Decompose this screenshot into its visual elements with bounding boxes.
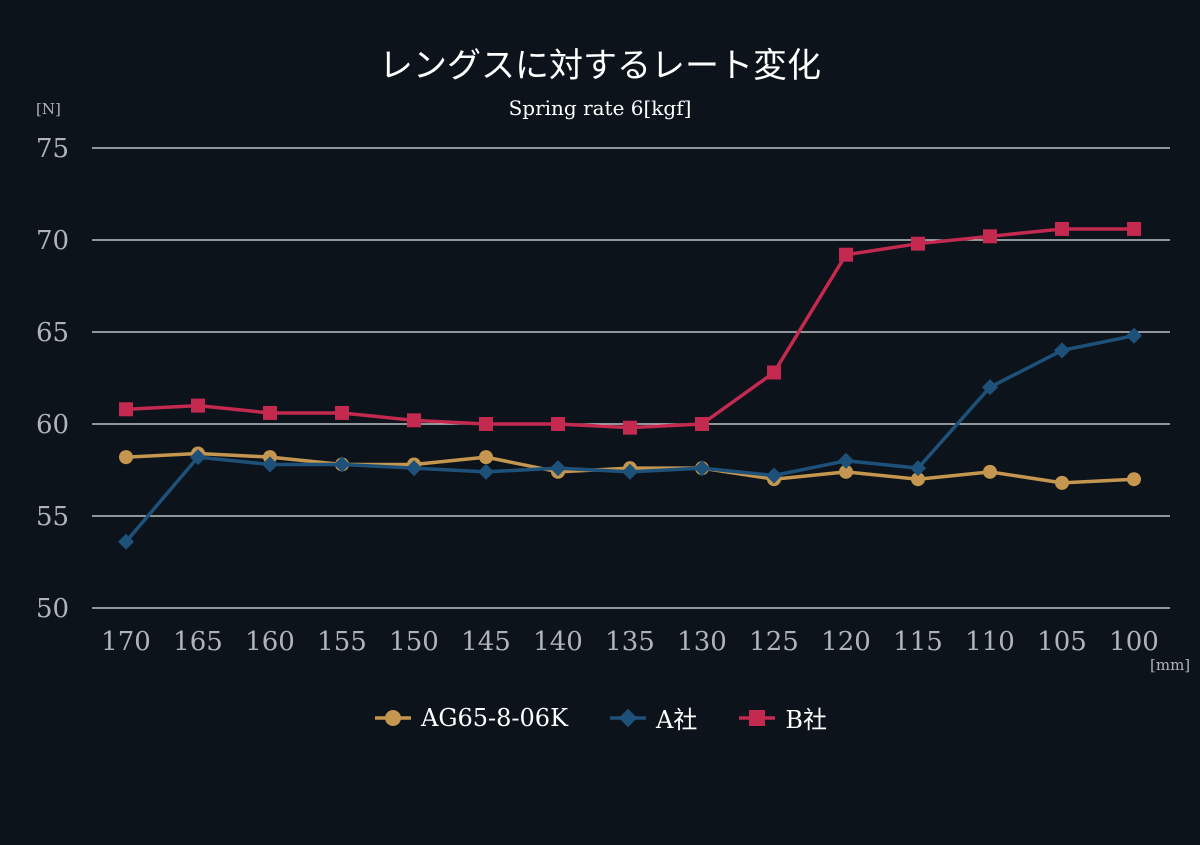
data-point <box>191 398 205 413</box>
data-point <box>981 379 999 396</box>
chart-title: レングスに対するレート変化 <box>379 46 821 86</box>
data-point <box>911 472 925 487</box>
data-point <box>261 456 279 473</box>
data-point <box>1055 221 1069 236</box>
x-axis-unit: [mm] <box>1150 656 1191 674</box>
legend-item: AG65-8-06K <box>373 700 568 735</box>
x-tick-label: 165 <box>173 627 223 657</box>
data-point <box>479 417 493 431</box>
legend-label: A社 <box>656 706 698 734</box>
x-tick-label: 145 <box>461 627 511 657</box>
x-tick-label: 115 <box>893 627 943 657</box>
data-point <box>119 402 133 417</box>
data-point <box>623 420 637 435</box>
legend-item: B社 <box>737 700 827 735</box>
x-tick-label: 160 <box>245 627 295 657</box>
data-point <box>909 460 927 477</box>
data-point <box>405 460 423 477</box>
x-tick-label: 100 <box>1109 627 1159 657</box>
data-point <box>1055 475 1069 490</box>
y-tick-label: 50 <box>36 594 69 624</box>
data-point <box>117 533 135 550</box>
x-tick-label: 110 <box>965 627 1015 657</box>
data-point <box>1127 221 1141 236</box>
legend-label: B社 <box>785 706 827 734</box>
data-point <box>765 467 783 484</box>
y-tick-label: 65 <box>36 318 69 348</box>
data-point <box>477 463 495 480</box>
data-point <box>333 456 351 473</box>
data-point <box>549 460 567 477</box>
x-tick-label: 155 <box>317 627 367 657</box>
x-tick-label: 150 <box>389 627 439 657</box>
legend-swatch <box>610 708 646 727</box>
data-point <box>837 452 855 469</box>
data-point <box>119 450 133 465</box>
legend-marker <box>749 709 766 726</box>
data-point <box>335 405 349 420</box>
data-point <box>983 229 997 244</box>
x-tick-label: 135 <box>605 627 655 657</box>
data-point <box>983 464 997 479</box>
legend-swatch <box>739 709 776 726</box>
line-chart: 50 55 60 65 70 75 170 165 160 155 150 145 140 135 130 1… <box>36 134 1170 657</box>
chart-subtitle: Spring rate 6[kgf] <box>508 96 692 120</box>
data-point <box>1125 327 1143 344</box>
data-point <box>767 365 781 380</box>
data-point <box>911 236 925 251</box>
y-axis-unit: [N] <box>36 100 61 118</box>
data-point <box>621 463 639 480</box>
x-tick-label: 120 <box>821 627 871 657</box>
x-tick-label: 130 <box>677 627 727 657</box>
data-point <box>1053 342 1071 359</box>
data-point <box>189 449 207 466</box>
data-point <box>839 247 853 262</box>
x-tick-label: 105 <box>1037 627 1087 657</box>
y-tick-label: 60 <box>36 410 69 440</box>
y-tick-label: 70 <box>36 226 69 256</box>
x-tick-label: 125 <box>749 627 799 657</box>
data-point <box>407 413 421 428</box>
data-point <box>263 405 277 420</box>
data-point <box>693 460 711 477</box>
legend-marker <box>385 709 401 726</box>
legend-swatch <box>375 709 411 726</box>
series-line <box>124 333 1135 543</box>
y-tick-label: 75 <box>36 134 69 164</box>
data-point <box>551 417 565 431</box>
legend-marker <box>618 708 638 727</box>
data-point <box>479 450 493 465</box>
data-point <box>1127 472 1141 487</box>
y-tick-label: 55 <box>36 502 69 532</box>
x-tick-label: 170 <box>101 627 151 657</box>
chart-legend: AG65-8-06K A社 B社 <box>0 700 1200 735</box>
legend-item: A社 <box>608 700 697 735</box>
x-tick-label: 140 <box>533 627 583 657</box>
legend-label: AG65-8-06K <box>421 703 568 732</box>
data-point <box>695 417 709 431</box>
data-point <box>839 464 853 479</box>
